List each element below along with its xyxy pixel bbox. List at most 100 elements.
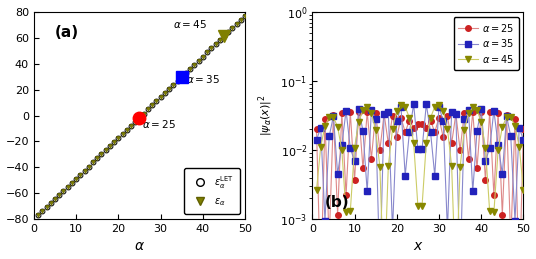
$\alpha=25$	[373, 111, 379, 114]
$\alpha=35$	[385, 110, 391, 113]
$\alpha=45$	[444, 127, 451, 130]
$\alpha=45$	[474, 109, 480, 112]
$\alpha=35$	[347, 147, 354, 150]
$\alpha=25$	[495, 112, 501, 115]
$\alpha=35$	[339, 143, 345, 146]
$\alpha=35$	[436, 105, 442, 108]
$\alpha=35$	[389, 229, 396, 232]
$\alpha=35$	[355, 107, 362, 110]
$\alpha=35$	[326, 135, 332, 138]
$\alpha=25$	[474, 167, 480, 170]
$\alpha=45$	[389, 127, 396, 130]
$\alpha=35$	[499, 172, 505, 176]
Text: $\alpha=35$: $\alpha=35$	[186, 73, 220, 85]
$\alpha=45$	[520, 189, 527, 192]
$\alpha=35$	[322, 219, 328, 222]
$\alpha=35$	[334, 172, 341, 176]
$\alpha=45$	[419, 204, 425, 207]
Text: (a): (a)	[55, 25, 79, 40]
$\alpha=45$	[431, 105, 438, 108]
$\alpha=25$	[482, 179, 489, 182]
$\alpha=25$	[470, 110, 476, 113]
$\alpha=25$	[520, 127, 527, 131]
$\alpha=25$	[499, 213, 505, 216]
$\alpha=25$	[423, 126, 429, 129]
$\alpha=35$	[508, 135, 514, 138]
$\alpha=25$	[465, 157, 472, 160]
$\alpha=25$	[355, 110, 362, 113]
$\alpha=45$	[326, 116, 332, 119]
$\alpha=25$	[503, 114, 510, 117]
Text: (b): (b)	[325, 195, 349, 210]
$\alpha=45$	[398, 103, 404, 106]
$\alpha=25$	[487, 110, 493, 113]
$\alpha=25$	[508, 241, 514, 244]
Line: $\alpha=45$: $\alpha=45$	[314, 102, 526, 259]
$\alpha=45$	[364, 106, 370, 109]
$\alpha=45$	[490, 211, 497, 214]
Legend: $\epsilon_\alpha^{\rm LET}$, $\epsilon_\alpha$: $\epsilon_\alpha^{\rm LET}$, $\epsilon_\…	[184, 168, 240, 214]
$\alpha=45$	[322, 125, 328, 128]
$\alpha=25$	[436, 116, 442, 119]
$\alpha=35$	[449, 110, 455, 113]
$\alpha=45$	[436, 103, 442, 106]
$\alpha=45$	[411, 141, 417, 144]
$\alpha=25$	[461, 111, 467, 114]
X-axis label: $\alpha$: $\alpha$	[134, 239, 145, 254]
$\alpha=25$	[326, 241, 332, 244]
$\alpha=25$	[512, 118, 518, 121]
$\alpha=25$	[457, 149, 463, 152]
$\alpha=35$	[343, 109, 349, 112]
$\alpha=45$	[482, 146, 489, 149]
$\alpha=35$	[393, 119, 400, 123]
$\alpha=45$	[406, 116, 413, 119]
$\alpha=45$	[478, 120, 485, 124]
$\alpha=45$	[339, 149, 345, 152]
$\alpha=25$	[377, 149, 383, 152]
$\alpha=45$	[427, 116, 434, 119]
$\alpha=35$	[520, 138, 527, 141]
$\alpha=45$	[512, 125, 518, 128]
$\alpha=25$	[415, 122, 421, 125]
$\alpha=45$	[402, 105, 408, 108]
$\alpha=35$	[431, 174, 438, 177]
$\alpha=25$	[406, 119, 413, 122]
$\alpha=35$	[512, 219, 518, 222]
Line: $\alpha=35$: $\alpha=35$	[314, 102, 526, 259]
$\alpha=45$	[347, 210, 354, 213]
$\alpha=35$	[368, 108, 375, 111]
$\alpha=35$	[482, 160, 489, 163]
$\alpha=45$	[495, 149, 501, 152]
$\alpha=45$	[314, 189, 320, 192]
$\alpha=25$	[453, 112, 459, 115]
$\alpha=35$	[478, 107, 485, 110]
$\alpha=35$	[415, 147, 421, 150]
$\alpha=35$	[402, 174, 408, 177]
$\alpha=45$	[385, 165, 391, 168]
$\alpha=35$	[373, 118, 379, 121]
$\alpha=45$	[330, 116, 337, 119]
$\alpha=25$	[351, 179, 358, 182]
$\alpha=35$	[453, 112, 459, 116]
$\alpha=25$	[478, 110, 485, 113]
$\alpha=25$	[360, 167, 366, 170]
$\alpha=35$	[440, 119, 446, 123]
$\alpha=35$	[317, 126, 324, 129]
$\alpha=45$	[470, 106, 476, 109]
$\alpha=35$	[474, 130, 480, 133]
$\alpha=25$	[343, 193, 349, 197]
$\alpha=25$	[385, 142, 391, 145]
$\alpha=35$	[487, 147, 493, 150]
$\alpha=45$	[508, 116, 514, 119]
$\alpha=25$	[490, 193, 497, 197]
$\alpha=35$	[470, 190, 476, 193]
Legend: $\alpha=25$, $\alpha=35$, $\alpha=45$: $\alpha=25$, $\alpha=35$, $\alpha=45$	[453, 17, 519, 70]
$\alpha=35$	[360, 130, 366, 133]
$\alpha=45$	[351, 146, 358, 149]
Text: $\alpha=45$: $\alpha=45$	[173, 18, 207, 30]
$\alpha=45$	[415, 204, 421, 207]
$\alpha=45$	[457, 165, 463, 168]
$\alpha=35$	[503, 114, 510, 118]
$\alpha=45$	[423, 141, 429, 144]
$\alpha=35$	[351, 160, 358, 163]
